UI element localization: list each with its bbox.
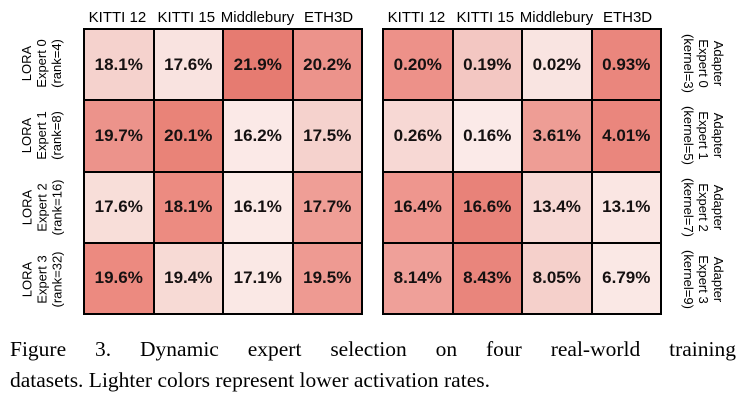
- left-heatmap-row-labels: LORA Expert 0 (rank=4) LORA Expert 1 (ra…: [0, 28, 83, 315]
- heatmap-cell: 13.4%: [522, 171, 592, 243]
- heatmap-cell: 19.5%: [292, 242, 362, 314]
- heatmap-cell: 19.6%: [84, 242, 154, 314]
- heatmap-cell: 19.4%: [153, 242, 223, 314]
- heatmap-cell: 13.1%: [591, 171, 661, 243]
- row-label-line: Expert 0: [695, 39, 711, 89]
- heatmap-cell: 0.93%: [591, 29, 661, 101]
- row-label-line: Expert 2: [34, 183, 49, 232]
- row-label-line: Adapter: [710, 184, 726, 231]
- heatmap-cell: 19.7%: [84, 100, 154, 172]
- heatmap-cell: 8.14%: [383, 242, 453, 314]
- column-header-kitti15: KITTI 15: [456, 9, 515, 26]
- row-label-lora-expert-3: LORA Expert 3 (rank=32): [0, 243, 83, 315]
- row-label-lora-expert-1: LORA Expert 1 (rank=8): [0, 100, 83, 172]
- row-label-line: LORA: [19, 261, 34, 297]
- heatmap-cell: 17.1%: [223, 242, 293, 314]
- row-label-line: (rank=4): [49, 39, 64, 89]
- heatmap-cell: 18.1%: [84, 29, 154, 101]
- heatmap-cell: 17.7%: [292, 171, 362, 243]
- heatmap-cell: 8.43%: [452, 242, 522, 314]
- row-label-line: (kernel=3): [680, 34, 696, 94]
- heatmap-cell: 3.61%: [522, 100, 592, 172]
- row-label-line: LORA: [19, 117, 34, 154]
- row-label-line: Expert 2: [695, 183, 711, 232]
- left-heatmap-column-headers: KITTI 12 KITTI 15 Middlebury ETH3D: [83, 3, 363, 28]
- row-label-line: Expert 0: [34, 39, 49, 89]
- heatmap-cell: 0.16%: [452, 100, 522, 172]
- heatmap-cell: 18.1%: [153, 171, 223, 243]
- column-header-middlebury: Middlebury: [519, 9, 594, 26]
- column-header-kitti12: KITTI 12: [88, 9, 147, 26]
- row-label-line: (kernel=9): [680, 249, 696, 309]
- heatmap-cell: 0.02%: [522, 29, 592, 101]
- heatmap-cell: 16.6%: [452, 171, 522, 243]
- column-header-eth3d: ETH3D: [602, 9, 653, 26]
- row-label-line: (kernel=7): [680, 177, 696, 237]
- heatmap-cell: 21.9%: [223, 29, 293, 101]
- heatmap-cell: 0.26%: [383, 100, 453, 172]
- heatmap-cell: 16.2%: [223, 100, 293, 172]
- row-label-line: Adapter: [710, 256, 726, 302]
- row-label-line: (kernel=5): [680, 106, 696, 166]
- row-label-adapter-expert-2: Adapter Expert 2 (kernel=7): [662, 172, 745, 244]
- figure-caption: Figure 3. Dynamic expert selection on fo…: [10, 334, 736, 396]
- heatmap-cell: 20.2%: [292, 29, 362, 101]
- row-label-line: Expert 3: [695, 254, 711, 304]
- heatmap-cell: 16.1%: [223, 171, 293, 243]
- row-label-line: LORA: [19, 189, 34, 226]
- left-heatmap-grid: 18.1% 17.6% 21.9% 20.2% 19.7% 20.1% 16.2…: [83, 28, 363, 315]
- row-label-line: Expert 3: [34, 254, 49, 304]
- row-label-line: Adapter: [710, 112, 726, 159]
- heatmap-cell: 17.6%: [84, 171, 154, 243]
- right-heatmap-grid: 0.20% 0.19% 0.02% 0.93% 0.26% 0.16% 3.61…: [382, 28, 662, 315]
- row-label-line: (rank=16): [49, 179, 64, 236]
- row-label-adapter-expert-1: Adapter Expert 1 (kernel=5): [662, 100, 745, 172]
- row-label-line: (rank=8): [49, 111, 64, 161]
- caption-line-2: datasets. Lighter colors represent lower…: [10, 368, 490, 392]
- heatmap-cell: 6.79%: [591, 242, 661, 314]
- right-heatmap-row-labels: Adapter Expert 0 (kernel=3) Adapter Expe…: [662, 28, 745, 315]
- row-label-lora-expert-2: LORA Expert 2 (rank=16): [0, 172, 83, 244]
- heatmap-cell: 0.20%: [383, 29, 453, 101]
- heatmap-cell: 0.19%: [452, 29, 522, 101]
- heatmap-cell: 8.05%: [522, 242, 592, 314]
- row-label-lora-expert-0: LORA Expert 0 (rank=4): [0, 28, 83, 100]
- column-header-middlebury: Middlebury: [220, 9, 295, 26]
- row-label-adapter-expert-0: Adapter Expert 0 (kernel=3): [662, 28, 745, 100]
- column-header-kitti15: KITTI 15: [157, 9, 216, 26]
- row-label-adapter-expert-3: Adapter Expert 3 (kernel=9): [662, 243, 745, 315]
- row-label-line: (rank=32): [49, 251, 64, 308]
- row-label-line: LORA: [19, 46, 34, 82]
- row-label-line: Expert 1: [695, 111, 711, 160]
- heatmap-cell: 16.4%: [383, 171, 453, 243]
- right-heatmap-column-headers: KITTI 12 KITTI 15 Middlebury ETH3D: [382, 3, 662, 28]
- heatmap-cell: 4.01%: [591, 100, 661, 172]
- column-header-eth3d: ETH3D: [303, 9, 354, 26]
- row-label-line: Expert 1: [34, 111, 49, 160]
- heatmap-cell: 17.5%: [292, 100, 362, 172]
- row-label-line: Adapter: [710, 41, 726, 87]
- heatmap-cell: 17.6%: [153, 29, 223, 101]
- caption-line-1: Figure 3. Dynamic expert selection on fo…: [10, 337, 736, 361]
- heatmap-cell: 20.1%: [153, 100, 223, 172]
- column-header-kitti12: KITTI 12: [387, 9, 446, 26]
